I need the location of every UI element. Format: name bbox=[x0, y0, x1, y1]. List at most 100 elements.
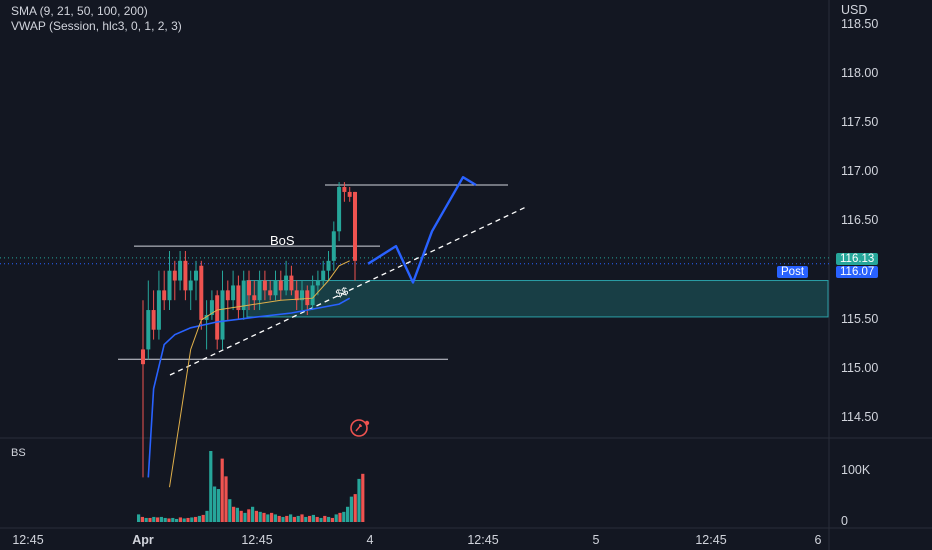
post-market-label: Post bbox=[777, 266, 809, 278]
volume-bar bbox=[251, 506, 255, 522]
price-axis-tick: 117.00 bbox=[841, 164, 879, 179]
candle-body bbox=[220, 290, 225, 340]
volume-bar bbox=[190, 517, 194, 522]
volume-bar bbox=[232, 506, 236, 522]
volume-bar bbox=[159, 516, 163, 522]
volume-bar bbox=[171, 517, 175, 522]
time-axis-tick: 5 bbox=[592, 533, 600, 547]
projection-path[interactable] bbox=[367, 176, 477, 284]
candle-body bbox=[278, 280, 283, 291]
volume-bar bbox=[213, 486, 217, 522]
volume-axis-tick: 0 bbox=[841, 514, 848, 528]
last-price-tag: 116.13 bbox=[836, 253, 879, 265]
volume-bar bbox=[338, 512, 342, 522]
candle-body bbox=[257, 280, 262, 301]
candle-body bbox=[342, 187, 347, 192]
trendline[interactable] bbox=[169, 206, 527, 376]
volume-bar bbox=[266, 514, 270, 522]
volume-bar bbox=[342, 511, 346, 522]
post-price-tag: 116.07 bbox=[836, 266, 879, 278]
candle-body bbox=[252, 295, 257, 301]
candle-body bbox=[188, 280, 193, 291]
volume-bar bbox=[178, 517, 182, 522]
candle-body bbox=[331, 231, 336, 261]
volume-bar bbox=[137, 514, 141, 522]
volume-indicator-label[interactable]: BS bbox=[11, 447, 26, 459]
volume-bar bbox=[243, 512, 247, 522]
candle-body bbox=[305, 290, 310, 306]
candle-body bbox=[337, 187, 342, 232]
candle-body bbox=[347, 191, 352, 197]
price-axis-tick: 118.00 bbox=[841, 65, 879, 80]
volume-bar bbox=[186, 517, 190, 522]
vwap-legend[interactable]: VWAP (Session, hlc3, 0, 1, 2, 3) bbox=[11, 19, 182, 33]
price-axis-tick: 116.50 bbox=[841, 213, 879, 228]
volume-bar bbox=[334, 514, 338, 522]
volume-bar bbox=[361, 473, 365, 522]
volume-bar bbox=[300, 514, 304, 522]
volume-bar bbox=[167, 518, 171, 522]
candle-body bbox=[268, 290, 273, 296]
volume-bar bbox=[209, 451, 213, 522]
candle-body bbox=[178, 260, 183, 281]
volume-bar bbox=[289, 514, 293, 522]
demand-zone[interactable] bbox=[246, 280, 829, 318]
candle-body bbox=[231, 285, 236, 301]
candle-body bbox=[273, 280, 278, 296]
candle-body bbox=[284, 275, 289, 291]
candle-body bbox=[321, 270, 326, 281]
candle-body bbox=[353, 191, 357, 261]
volume-bar bbox=[270, 512, 274, 522]
volume-bar bbox=[224, 476, 228, 522]
candle-body bbox=[209, 300, 214, 315]
volume-bar bbox=[148, 517, 152, 522]
volume-bar bbox=[175, 518, 179, 522]
sma-line bbox=[169, 260, 350, 488]
candle-body bbox=[310, 285, 315, 306]
volume-bar bbox=[152, 516, 156, 522]
volume-bar bbox=[296, 515, 300, 522]
volume-bar bbox=[228, 499, 232, 522]
volume-bar bbox=[319, 517, 323, 522]
volume-bar bbox=[311, 514, 315, 522]
price-axis-tick: 115.50 bbox=[841, 311, 879, 326]
candle-body bbox=[194, 270, 198, 281]
volume-bar bbox=[163, 517, 167, 522]
volume-bar bbox=[156, 517, 160, 522]
currency-label: USD bbox=[841, 3, 868, 17]
volume-bar bbox=[205, 510, 209, 522]
volume-bar bbox=[357, 478, 361, 522]
candle-body bbox=[199, 265, 204, 320]
sma-legend[interactable]: SMA (9, 21, 50, 100, 200) bbox=[11, 4, 148, 18]
volume-bar bbox=[235, 507, 239, 522]
volume-bar bbox=[330, 517, 334, 522]
candle-body bbox=[162, 290, 167, 301]
volume-bar bbox=[201, 514, 205, 522]
volume-bar bbox=[273, 514, 277, 522]
volume-bar bbox=[182, 518, 186, 522]
time-axis-tick: 12:45 bbox=[12, 533, 44, 547]
volume-bar bbox=[262, 512, 266, 522]
volume-bar bbox=[144, 517, 148, 522]
price-axis-tick: 115.00 bbox=[841, 361, 879, 376]
volume-bar bbox=[258, 511, 262, 522]
candle-body bbox=[300, 290, 304, 301]
volume-bar bbox=[247, 509, 251, 522]
replay-icon[interactable] bbox=[350, 419, 370, 437]
volume-bar bbox=[277, 515, 281, 522]
candle-body bbox=[241, 280, 246, 311]
candle-body bbox=[141, 349, 145, 365]
time-axis-tick: 12:45 bbox=[695, 533, 727, 547]
candle-body bbox=[215, 295, 220, 340]
time-axis-tick: 12:45 bbox=[241, 533, 273, 547]
candle-body bbox=[294, 290, 299, 301]
volume-bar bbox=[346, 506, 350, 522]
volume-bar bbox=[239, 510, 243, 522]
volume-bar bbox=[194, 516, 198, 522]
price-axis-tick: 114.50 bbox=[841, 410, 879, 425]
volume-bar bbox=[281, 516, 285, 522]
volume-bar bbox=[304, 516, 308, 522]
volume-bar bbox=[140, 516, 144, 522]
bos-label[interactable]: BoS bbox=[270, 233, 295, 248]
